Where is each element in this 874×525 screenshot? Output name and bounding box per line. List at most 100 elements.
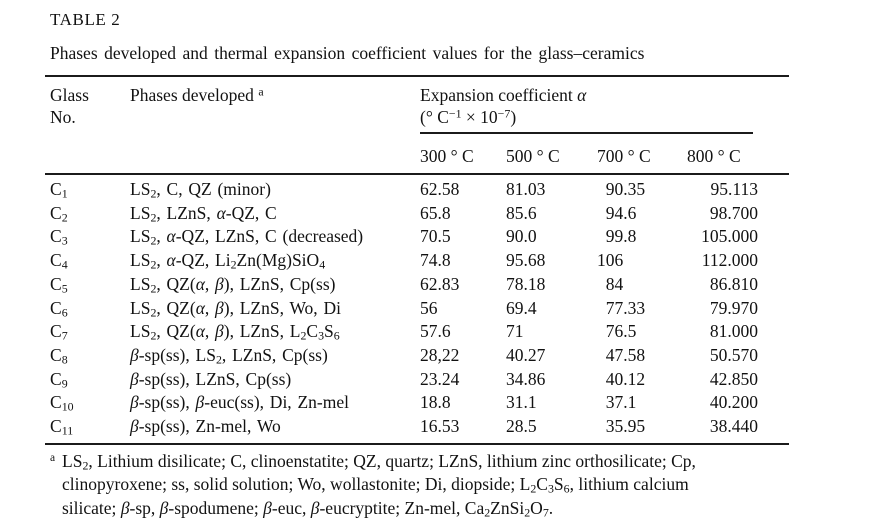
cell-value-800c: 79.970 (709, 297, 758, 318)
cell-value-700c: 37.1 (605, 392, 637, 413)
cell-value-800c: 50.570 (709, 344, 758, 365)
cell-value-300c: 62.83 (420, 273, 460, 294)
table-row: C5 LS2, QZ(α, β), LZnS, Cp(ss) 62.83 78.… (45, 273, 789, 297)
table-row: C9 β-sp(ss), LZnS, Cp(ss) 23.24 34.86 40… (45, 368, 789, 392)
cell-value-700c: 90.35 (605, 179, 646, 199)
cell-glass-no: C8 (50, 344, 68, 367)
table-caption: Phases developed and thermal expansion c… (50, 43, 645, 63)
cell-value-800c: 112.000 (701, 250, 758, 271)
cell-value-500c: 28.5 (506, 416, 537, 437)
table-label: TABLE 2 (50, 10, 121, 29)
cell-glass-no: C11 (50, 416, 74, 438)
header-phases-developed: Phases developed a (130, 76, 420, 175)
header-glass-line2: No. (50, 107, 76, 127)
cell-value-300c: 74.8 (420, 250, 451, 271)
cell-value-700c: 47.58 (605, 344, 646, 365)
cell-value-300c: 65.8 (420, 202, 451, 223)
footnote-line: silicate; β-sp, β-spodumene; β-euc, β-eu… (62, 497, 554, 520)
data-table: Glass No. Phases developed a Expansion c… (45, 75, 789, 445)
cell-phases: LS2, QZ(α, β), LZnS, Cp(ss) (130, 273, 336, 296)
cell-value-700c: 94.6 (605, 202, 637, 223)
cell-glass-no: C7 (50, 321, 68, 343)
cell-glass-no: C2 (50, 202, 68, 225)
table-row: C8 β-sp(ss), LS2, LZnS, Cp(ss) 28,22 40.… (45, 344, 789, 368)
cell-phases: LS2, QZ(α, β), LZnS, Wo, Di (130, 297, 341, 320)
header-row-main: Glass No. Phases developed a Expansion c… (45, 76, 789, 175)
cell-value-500c: 40.27 (506, 344, 546, 365)
cell-value-800c: 86.810 (709, 273, 758, 294)
table-body: C1 LS2, C, QZ (minor) 62.58 81.03 90.35 … (45, 174, 789, 444)
header-expansion-rule-box: Expansion coefficient α (° C−1 × 10−7) (420, 84, 753, 134)
footnote-marker: a (50, 451, 56, 464)
footnote-line: LS2, Lithium disilicate; C, clinoenstati… (62, 450, 696, 473)
cell-value-800c: 95.113 (710, 179, 758, 199)
cell-value-500c: 95.68 (506, 250, 546, 271)
cell-glass-no: C4 (50, 250, 68, 272)
cell-value-500c: 90.0 (506, 226, 537, 247)
cell-value-500c: 31.1 (506, 392, 537, 413)
header-glass-line1: Glass (50, 85, 89, 105)
cell-value-500c: 34.86 (506, 368, 546, 389)
cell-glass-no: C1 (50, 179, 68, 201)
cell-value-800c: 42.850 (709, 368, 758, 389)
header-row-temperatures: 300 ° C 500 ° C 700 ° C 800 ° C (45, 140, 789, 175)
document: TABLE 2 Phases developed and thermal exp… (45, 10, 789, 520)
cell-glass-no: C6 (50, 297, 68, 320)
header-glass-no: Glass No. (45, 76, 130, 175)
cell-value-300c: 70.5 (420, 226, 451, 247)
cell-value-300c: 62.58 (420, 179, 460, 199)
table-row: C4 LS2, α-QZ, Li2Zn(Mg)SiO4 74.8 95.68 1… (45, 249, 789, 273)
header-temp-500c: 500 ° C (506, 140, 597, 175)
cell-glass-no: C3 (50, 226, 68, 249)
cell-phases: β-sp(ss), LZnS, Cp(ss) (130, 368, 292, 389)
header-temp-700c: 700 ° C (597, 140, 687, 175)
cell-value-500c: 78.18 (506, 273, 546, 294)
cell-glass-no: C10 (50, 392, 74, 414)
header-temp-300c: 300 ° C (420, 140, 506, 175)
cell-value-800c: 40.200 (709, 392, 758, 413)
cell-phases: LS2, LZnS, α-QZ, C (130, 202, 277, 225)
cell-value-800c: 81.000 (709, 321, 758, 342)
cell-value-700c: 77.33 (605, 297, 646, 318)
cell-value-800c: 98.700 (709, 202, 758, 223)
cell-value-500c: 81.03 (506, 179, 546, 199)
cell-value-500c: 71 (506, 321, 524, 342)
cell-value-700c: 40.12 (605, 368, 646, 389)
table-row: C11 β-sp(ss), Zn-mel, Wo 16.53 28.5 35.9… (45, 415, 789, 444)
cell-value-700c: 84 (605, 273, 624, 294)
table-row: C3 LS2, α-QZ, LZnS, C (decreased) 70.5 9… (45, 225, 789, 249)
cell-phases: LS2, α-QZ, Li2Zn(Mg)SiO4 (130, 250, 326, 272)
cell-phases: LS2, QZ(α, β), LZnS, L2C3S6 (130, 321, 340, 343)
cell-value-800c: 38.440 (709, 416, 758, 437)
cell-value-300c: 28,22 (420, 344, 460, 365)
table-row: C2 LS2, LZnS, α-QZ, C 65.8 85.6 94.6 98.… (45, 202, 789, 226)
table-row: C6 LS2, QZ(α, β), LZnS, Wo, Di 56 69.4 7… (45, 297, 789, 321)
cell-value-700c: 76.5 (605, 321, 637, 342)
cell-value-300c: 57.6 (420, 321, 451, 342)
table-row: C1 LS2, C, QZ (minor) 62.58 81.03 90.35 … (45, 174, 789, 202)
header-temp-800c: 800 ° C (687, 140, 789, 175)
cell-value-700c: 99.8 (605, 226, 637, 247)
cell-phases: β-sp(ss), Zn-mel, Wo (130, 416, 281, 437)
cell-value-500c: 69.4 (506, 297, 537, 318)
cell-value-700c: 35.95 (605, 416, 646, 437)
cell-phases: LS2, α-QZ, LZnS, C (decreased) (130, 226, 364, 249)
cell-value-700c: 106 (597, 250, 624, 271)
cell-value-300c: 18.8 (420, 392, 451, 413)
cell-value-300c: 23.24 (420, 368, 460, 389)
header-expansion-line2: (° C−1 × 10−7) (420, 106, 517, 127)
table-footnote: a LS2, Lithium disilicate; C, clinoensta… (45, 450, 789, 521)
cell-value-800c: 105.000 (701, 226, 758, 247)
cell-glass-no: C9 (50, 368, 68, 391)
table-row: C10 β-sp(ss), β-euc(ss), Di, Zn-mel 18.8… (45, 391, 789, 415)
cell-phases: LS2, C, QZ (minor) (130, 179, 271, 201)
cell-value-300c: 16.53 (420, 416, 460, 437)
cell-value-500c: 85.6 (506, 202, 537, 223)
header-expansion-coefficient-group: Expansion coefficient α (° C−1 × 10−7) (420, 76, 789, 140)
header-expansion-line1: Expansion coefficient α (420, 85, 587, 105)
table-row: C7 LS2, QZ(α, β), LZnS, L2C3S6 57.6 71 7… (45, 320, 789, 344)
cell-phases: β-sp(ss), LS2, LZnS, Cp(ss) (130, 344, 328, 367)
cell-phases: β-sp(ss), β-euc(ss), Di, Zn-mel (130, 392, 349, 413)
cell-glass-no: C5 (50, 273, 68, 296)
